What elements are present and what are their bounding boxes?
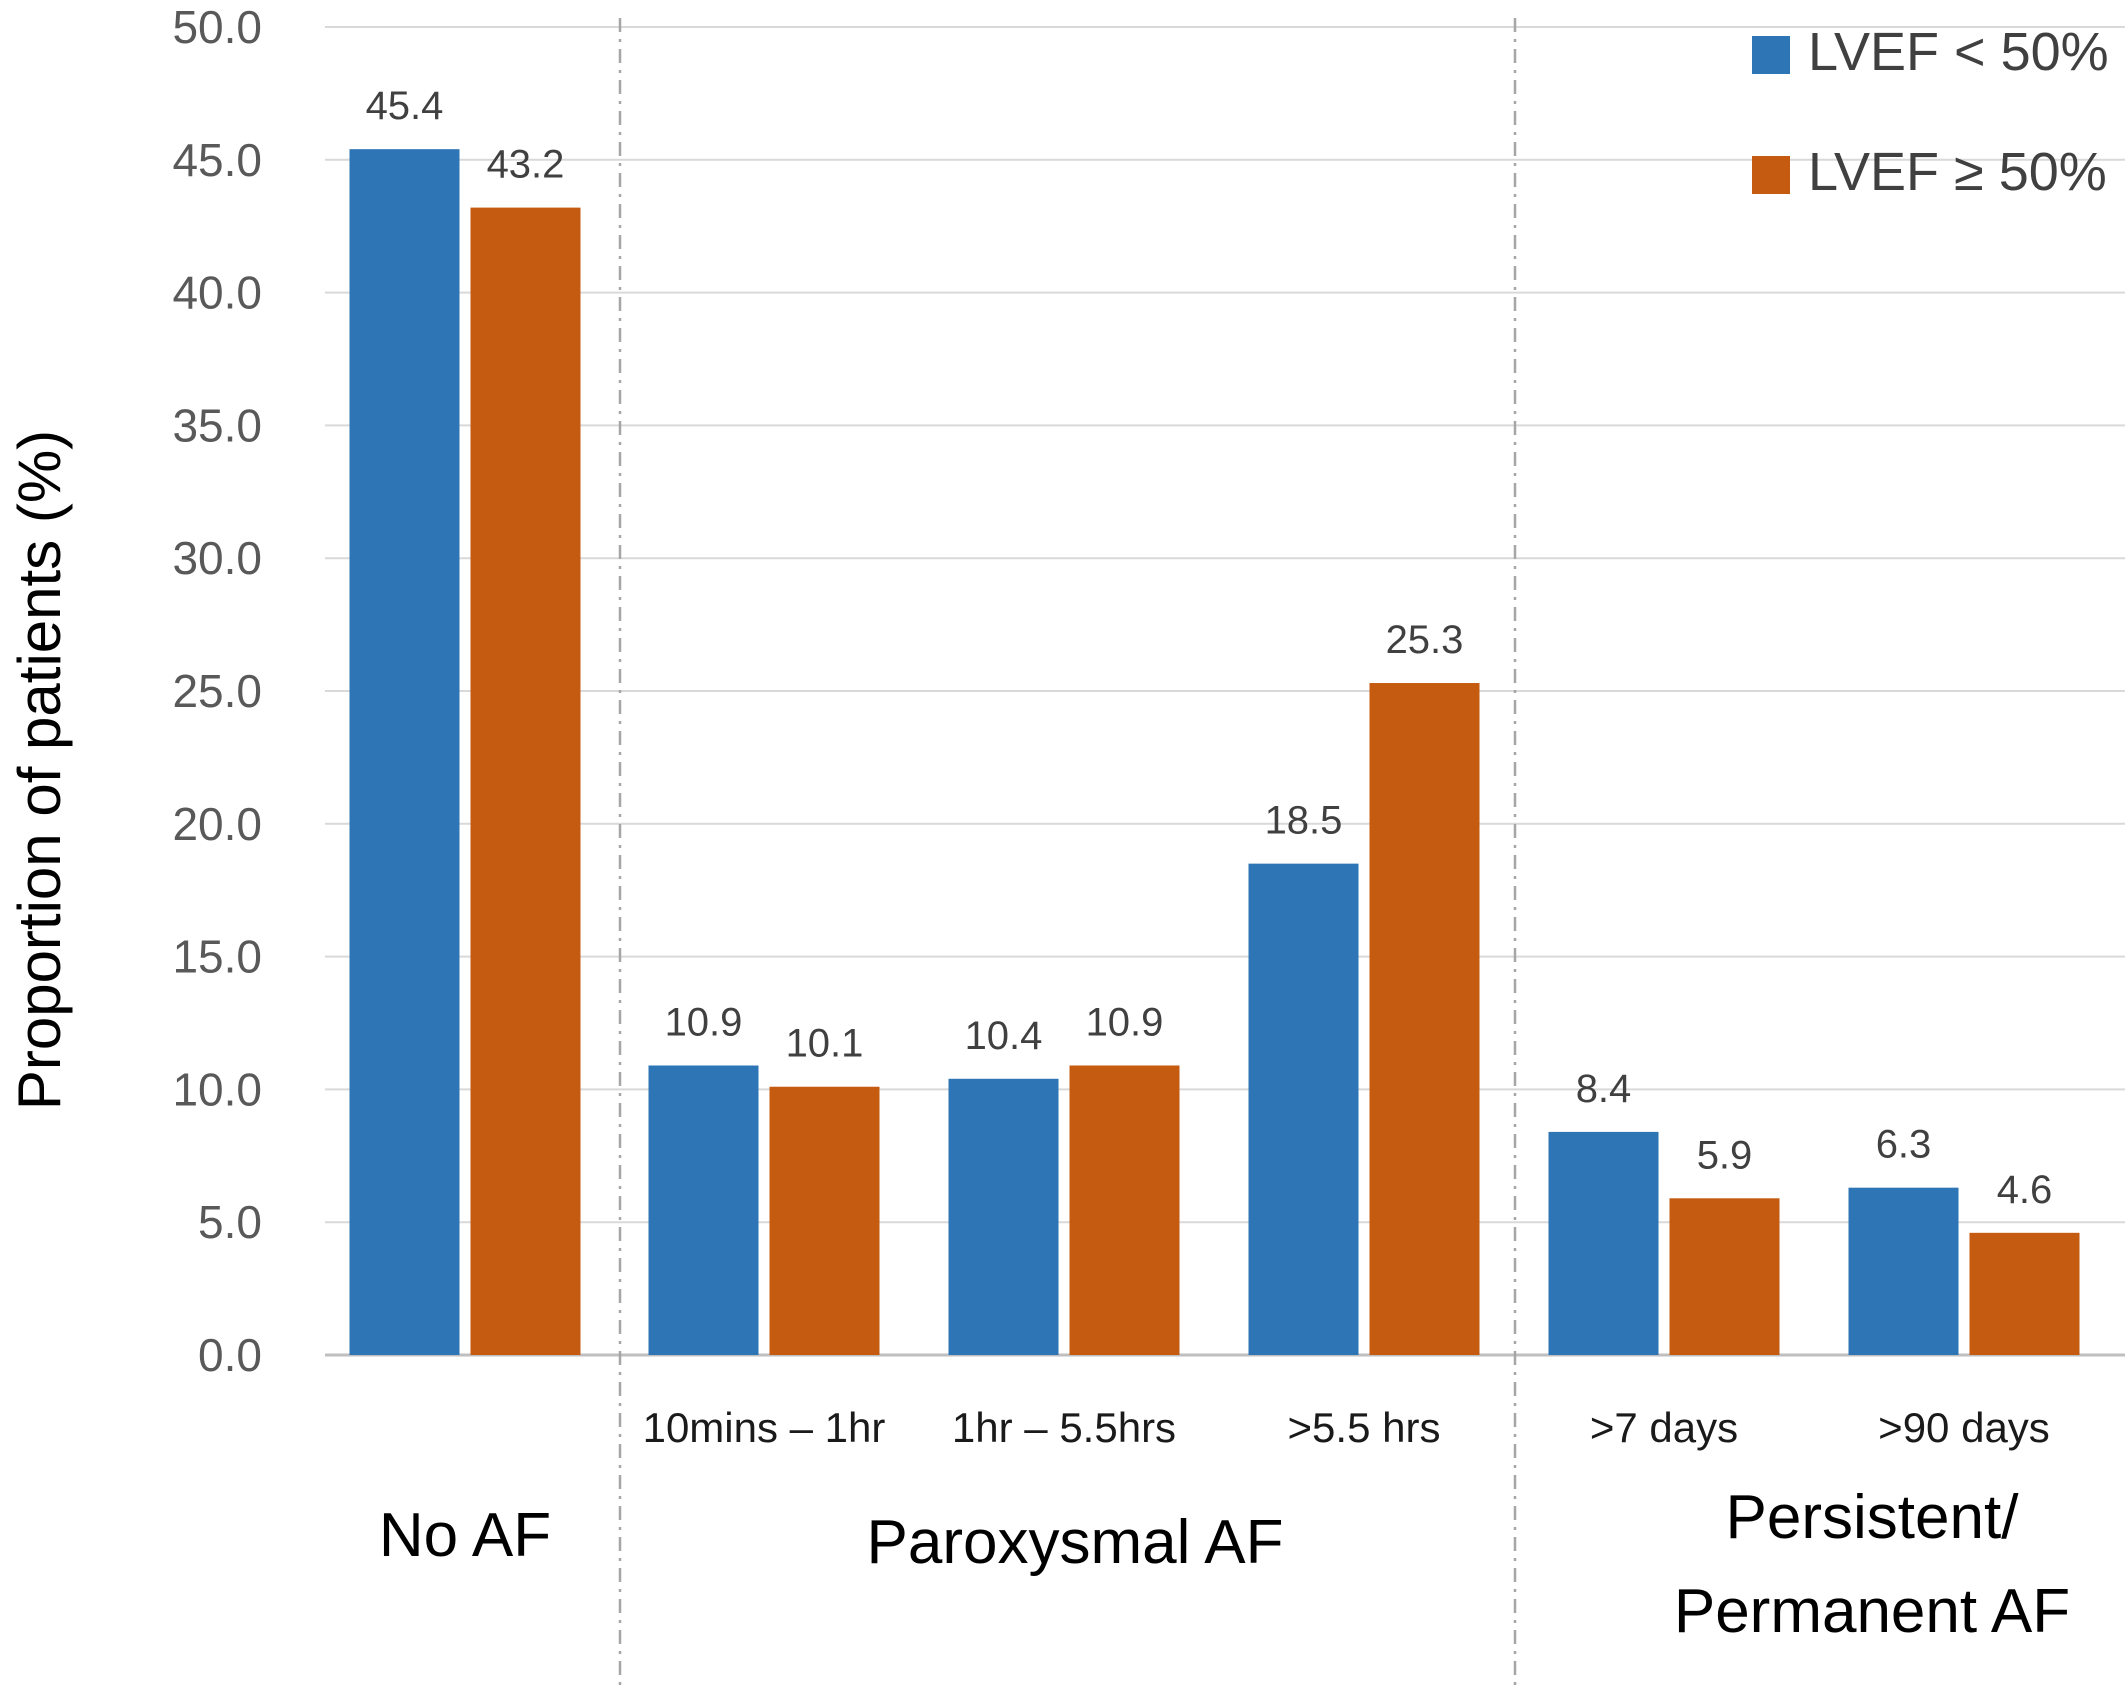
y-tick-label: 35.0: [172, 399, 262, 451]
y-tick-label: 25.0: [172, 665, 262, 717]
bar-lvef-ge-50: [769, 1086, 880, 1355]
bars: [349, 149, 2080, 1355]
y-tick-label: 20.0: [172, 798, 262, 850]
bar-lvef-ge-50: [470, 207, 581, 1355]
group-label: No AF: [379, 1501, 551, 1570]
bar-lvef-lt-50: [948, 1078, 1059, 1355]
data-label: 8.4: [1576, 1067, 1632, 1111]
legend-swatch-lvef-lt-50: [1752, 36, 1790, 74]
data-label: 10.9: [665, 1000, 743, 1044]
legend-label: LVEF ≥ 50%: [1808, 142, 2107, 202]
legend-label: LVEF < 50%: [1808, 22, 2109, 82]
y-tick-label: 50.0: [172, 1, 262, 53]
bar-lvef-lt-50: [1548, 1131, 1659, 1355]
y-tick-label: 40.0: [172, 267, 262, 319]
y-tick-label: 5.0: [198, 1196, 262, 1248]
bar-lvef-lt-50: [1248, 863, 1359, 1355]
y-tick-label: 15.0: [172, 931, 262, 983]
y-tick-label: 10.0: [172, 1063, 262, 1115]
y-tick-label: 45.0: [172, 134, 262, 186]
data-label: 5.9: [1697, 1133, 1753, 1177]
legend: LVEF < 50% LVEF ≥ 50%: [1752, 22, 2109, 202]
gridlines: [325, 26, 2125, 1357]
bar-lvef-ge-50: [1369, 683, 1480, 1355]
group-label: Persistent/: [1726, 1483, 2020, 1552]
data-label: 10.9: [1086, 1000, 1164, 1044]
x-category-label: >5.5 hrs: [1288, 1404, 1441, 1451]
data-label: 6.3: [1876, 1123, 1932, 1167]
bar-lvef-ge-50: [1969, 1232, 2080, 1355]
data-label: 10.1: [786, 1022, 864, 1066]
bar-lvef-lt-50: [349, 149, 460, 1355]
data-label: 4.6: [1997, 1168, 2053, 1212]
y-tick-label: 30.0: [172, 532, 262, 584]
data-label: 43.2: [487, 143, 565, 187]
bar-lvef-lt-50: [648, 1065, 759, 1355]
group-label: Paroxysmal AF: [867, 1508, 1284, 1577]
data-label: 18.5: [1265, 799, 1343, 843]
bar-lvef-ge-50: [1069, 1065, 1180, 1355]
data-label: 25.3: [1386, 618, 1464, 662]
bar-lvef-ge-50: [1669, 1198, 1780, 1355]
group-label: Permanent AF: [1674, 1577, 2070, 1646]
x-category-label: >7 days: [1590, 1404, 1738, 1451]
bar-lvef-lt-50: [1848, 1187, 1959, 1355]
y-axis-title: Proportion of patients (%): [6, 430, 73, 1110]
x-category-label: >90 days: [1878, 1404, 2050, 1451]
data-labels: 45.4 43.2 10.9 10.1 10.4 10.9 18.5 25.3 8.4 5.9 6.…: [366, 84, 2053, 1212]
y-tick-label: 0.0: [198, 1329, 262, 1381]
data-label: 45.4: [366, 84, 444, 128]
data-label: 10.4: [965, 1014, 1043, 1058]
x-category-label: 10mins – 1hr: [643, 1404, 886, 1451]
legend-swatch-lvef-ge-50: [1752, 156, 1790, 194]
axes: 0.0 5.0 10.0 15.0 20.0 25.0 30.0 35.0 40.0 45.0 50…: [6, 1, 2070, 1646]
x-category-label: 1hr – 5.5hrs: [952, 1404, 1176, 1451]
